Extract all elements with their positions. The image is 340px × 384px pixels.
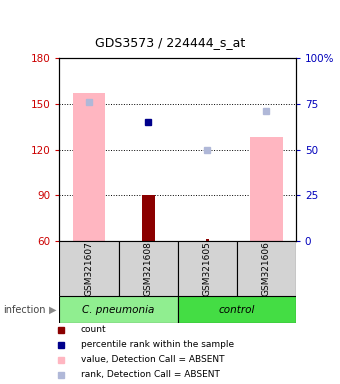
Bar xyxy=(73,93,105,241)
Bar xyxy=(177,296,296,323)
Bar xyxy=(119,241,177,296)
Bar xyxy=(250,137,283,241)
Bar xyxy=(237,241,296,296)
Bar xyxy=(59,241,119,296)
Text: C. pneumonia: C. pneumonia xyxy=(82,305,155,314)
Text: GSM321605: GSM321605 xyxy=(203,241,212,296)
Text: count: count xyxy=(81,326,106,334)
Text: value, Detection Call = ABSENT: value, Detection Call = ABSENT xyxy=(81,355,224,364)
Text: GSM321608: GSM321608 xyxy=(143,241,153,296)
Bar xyxy=(142,195,155,241)
Text: percentile rank within the sample: percentile rank within the sample xyxy=(81,340,234,349)
Text: control: control xyxy=(219,305,255,314)
Text: rank, Detection Call = ABSENT: rank, Detection Call = ABSENT xyxy=(81,370,220,379)
Text: GSM321606: GSM321606 xyxy=(262,241,271,296)
Text: GSM321607: GSM321607 xyxy=(85,241,94,296)
Text: GDS3573 / 224444_s_at: GDS3573 / 224444_s_at xyxy=(95,36,245,49)
Text: infection: infection xyxy=(3,305,46,314)
Text: ▶: ▶ xyxy=(49,305,56,314)
Bar xyxy=(59,296,177,323)
Bar xyxy=(177,241,237,296)
Bar xyxy=(206,239,209,241)
